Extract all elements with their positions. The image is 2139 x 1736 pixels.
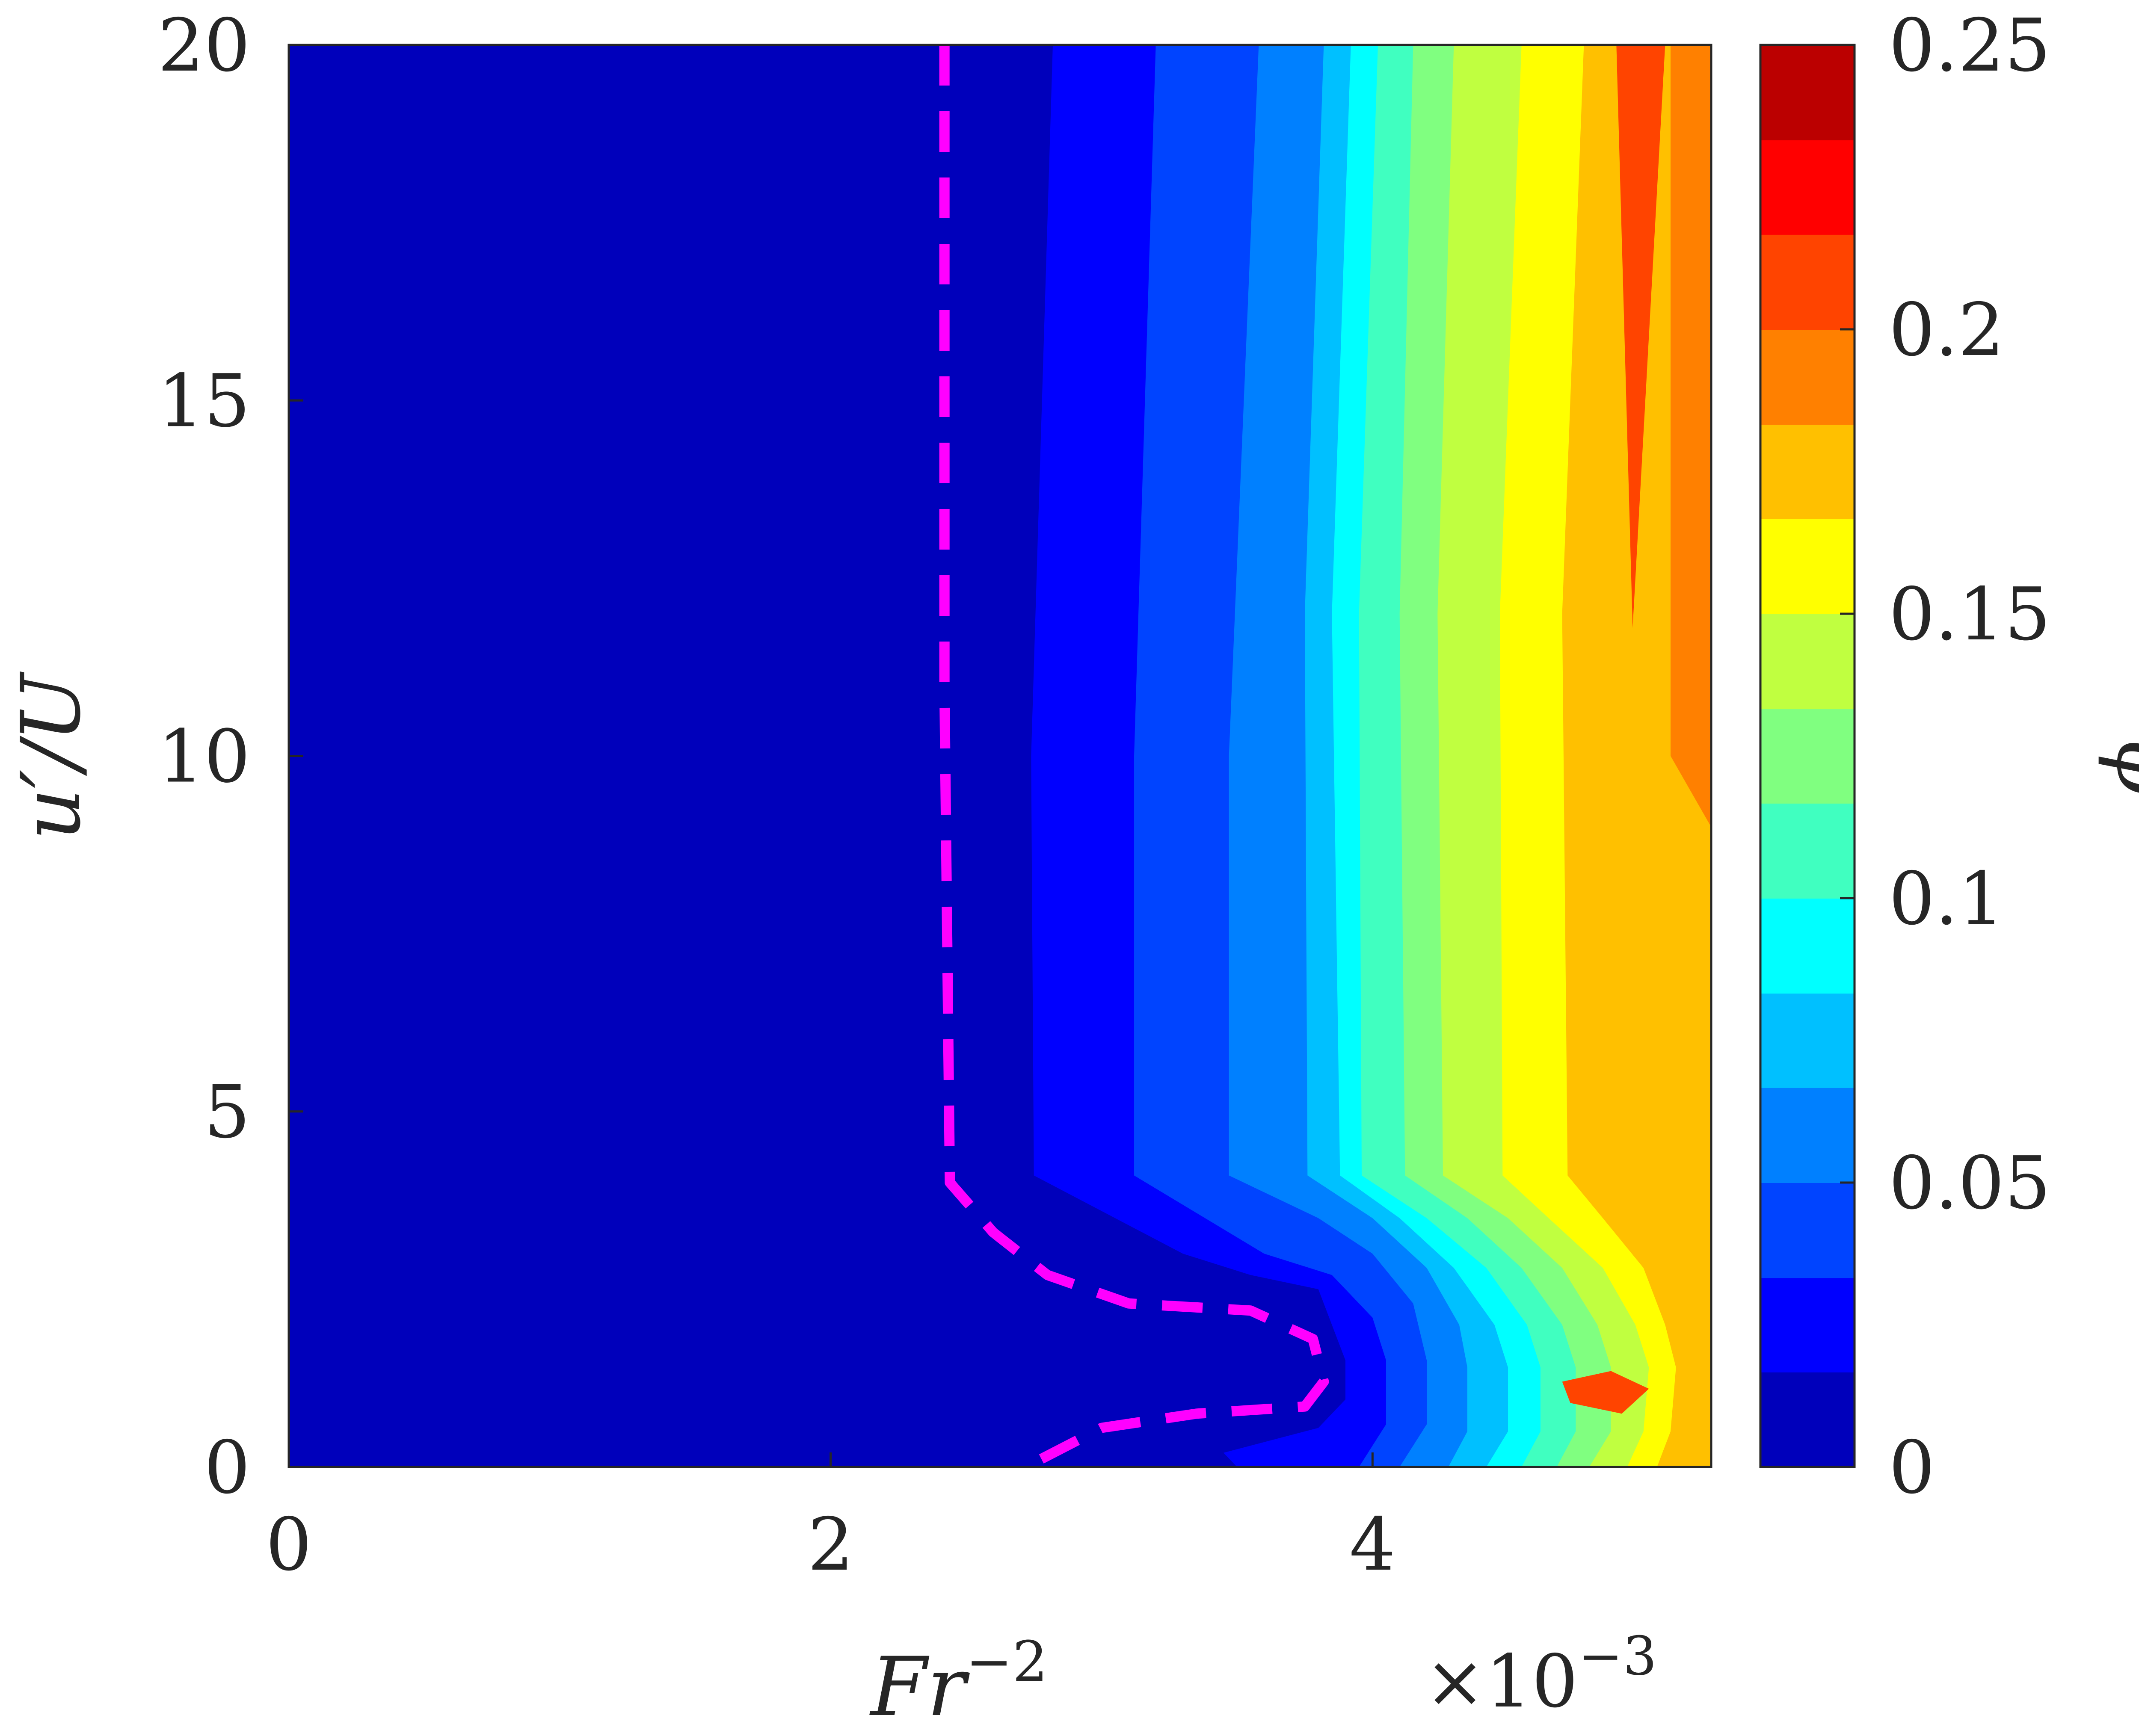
- plot-area: 0 2 4 0 5 10 15 20: [158, 3, 1712, 1587]
- colorbar-tick-label: 0: [1889, 1425, 1935, 1510]
- colorbar-swatch: [1760, 329, 1855, 425]
- y-axis-label: u′/U: [4, 671, 98, 840]
- threshold-contour-line: [939, 45, 1329, 1472]
- y-tick-label: 5: [204, 1070, 250, 1155]
- colorbar-swatch: [1760, 898, 1855, 994]
- colorbar-swatch: [1760, 518, 1855, 614]
- colorbar-swatch: [1760, 424, 1855, 519]
- colorbar-ticks: 0 0.05 0.1 0.15 0.2 0.25: [1840, 3, 2051, 1510]
- colorbar: 0 0.05 0.1 0.15 0.2 0.25: [1759, 3, 2051, 1510]
- colorbar-tick-label: 0.25: [1889, 3, 2051, 88]
- colorbar-swatch: [1760, 1372, 1855, 1467]
- y-tick-label: 15: [158, 359, 250, 444]
- y-axis-ticks: 0 5 10 15 20: [158, 3, 303, 1510]
- x-axis-ticks: 0 2 4: [266, 1452, 1395, 1587]
- x-axis-label: Fr−2: [869, 1629, 1048, 1734]
- colorbar-swatch: [1760, 1087, 1855, 1183]
- colorbar-swatch: [1760, 993, 1855, 1088]
- colorbar-tick-label: 0.15: [1889, 572, 2051, 657]
- colorbar-label: ϕavg: [2085, 640, 2139, 796]
- x-tick-label: 4: [1349, 1502, 1395, 1587]
- colorbar-swatch: [1760, 1183, 1855, 1278]
- colorbar-swatch: [1760, 45, 1855, 141]
- colorbar-swatch: [1760, 140, 1855, 235]
- colorbar-swatch: [1760, 803, 1855, 899]
- colorbar-swatch: [1760, 709, 1855, 804]
- colorbar-tick-label: 0.2: [1889, 288, 2004, 373]
- contour-bands: [289, 45, 1711, 1467]
- y-tick-label: 0: [204, 1425, 250, 1510]
- y-tick-label: 10: [158, 715, 250, 799]
- colorbar-tick-label: 0.1: [1889, 857, 2004, 941]
- colorbar-swatch: [1760, 1278, 1855, 1372]
- contour-band-13: [1562, 1371, 1649, 1414]
- colorbar-swatches: [1760, 45, 1855, 1467]
- contour-band-11: [1671, 45, 1711, 1467]
- colorbar-frame: [1759, 44, 1856, 1468]
- x-tick-label: 0: [266, 1502, 312, 1587]
- colorbar-swatch: [1760, 234, 1855, 330]
- x-axis-multiplier: ×10−3: [1425, 1625, 1657, 1724]
- colorbar-swatch: [1760, 614, 1855, 710]
- colorbar-tick-label: 0.05: [1889, 1141, 2051, 1226]
- x-tick-label: 2: [808, 1502, 854, 1587]
- contour-band-12: [1616, 45, 1665, 628]
- y-tick-label: 20: [158, 3, 250, 88]
